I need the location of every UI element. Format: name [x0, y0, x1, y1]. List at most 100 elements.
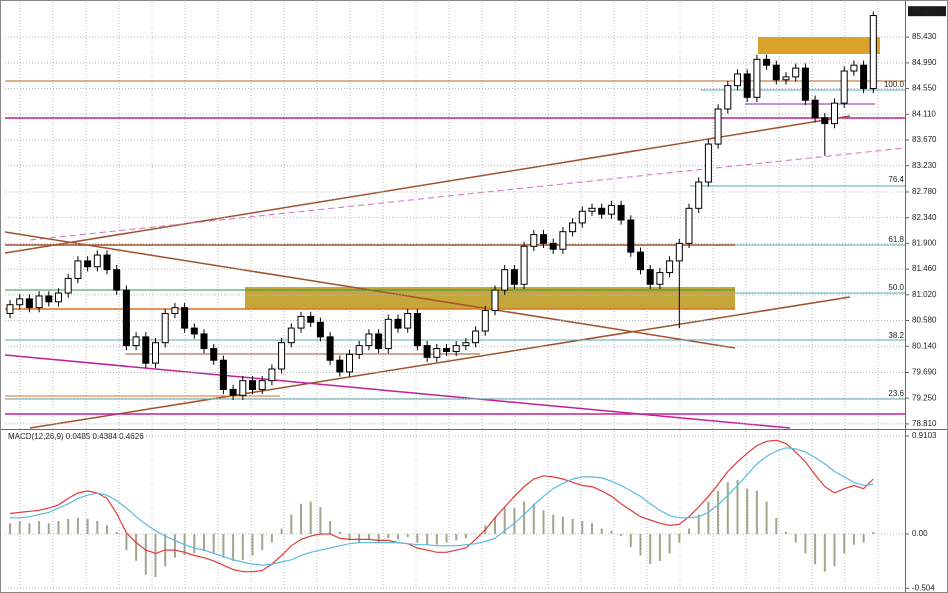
- candle-body: [384, 318, 392, 350]
- candle-body: [443, 348, 450, 352]
- trend-line: [29, 296, 851, 429]
- candle-body: [860, 64, 868, 90]
- y-tick-label: 85.430: [912, 32, 937, 41]
- candle-body: [35, 295, 43, 309]
- histogram-bar: [232, 533, 235, 561]
- histogram-bar: [474, 533, 477, 535]
- histogram-bar: [629, 533, 632, 547]
- histogram-bar: [348, 533, 351, 541]
- zone: [245, 287, 735, 309]
- candle-body: [181, 307, 189, 329]
- histogram-bar: [47, 523, 50, 534]
- histogram-bar: [212, 533, 215, 554]
- candle-body: [258, 380, 266, 390]
- candle-body: [821, 117, 829, 125]
- zone: [758, 37, 880, 54]
- histogram-bar: [426, 533, 429, 545]
- candle-body: [84, 260, 92, 268]
- histogram-bar: [435, 533, 438, 545]
- histogram-bar: [823, 533, 826, 572]
- candle-body: [598, 207, 606, 215]
- candle-body: [656, 272, 664, 285]
- histogram-bar: [270, 533, 273, 543]
- histogram-bar: [319, 507, 322, 534]
- y-tick-label: 83.230: [912, 161, 937, 170]
- trend-line: [4, 115, 851, 254]
- histogram-bar: [464, 533, 467, 539]
- candle-body: [811, 99, 819, 119]
- histogram-bar: [523, 501, 526, 534]
- candle-body: [239, 380, 247, 396]
- candle-body: [695, 181, 703, 209]
- histogram-bar: [387, 533, 390, 539]
- histogram-bar: [329, 521, 332, 534]
- current-price-label: 85.874: [913, 6, 938, 15]
- candle-body: [588, 207, 596, 212]
- histogram-bar: [775, 517, 778, 534]
- fib-label: 23.6: [888, 389, 904, 398]
- candle-body: [307, 315, 315, 323]
- y-tick-label: 81.460: [912, 264, 937, 273]
- histogram-bar: [154, 533, 157, 578]
- candle-body: [365, 333, 373, 347]
- candle-body: [772, 64, 780, 81]
- candle-body: [287, 327, 295, 344]
- indicator-title: MACD(12,26,9) 0.0485 0.4384 0.4626: [8, 432, 144, 441]
- histogram-bar: [251, 533, 254, 556]
- candle-body: [666, 260, 674, 274]
- candle-body: [161, 312, 169, 344]
- candle-body: [501, 269, 509, 291]
- histogram-bar: [115, 531, 118, 534]
- trend-line: [4, 354, 791, 429]
- candle-body: [540, 234, 547, 244]
- candle-body: [404, 312, 412, 329]
- candle-body: [510, 269, 518, 285]
- histogram-bar: [106, 525, 108, 534]
- fib-label: 50.0: [888, 283, 904, 292]
- histogram-bar: [688, 528, 690, 534]
- candle-body: [249, 380, 256, 390]
- histogram-bar: [76, 517, 79, 534]
- fib-label: 61.8: [888, 235, 904, 244]
- histogram-bar: [96, 521, 99, 534]
- histogram-bar: [862, 533, 865, 543]
- candle-body: [316, 321, 324, 338]
- histogram-bar: [406, 533, 409, 538]
- histogram-bar: [280, 528, 283, 534]
- histogram-bar: [736, 480, 739, 534]
- candle-body: [462, 342, 470, 347]
- fib-label: 38.2: [888, 331, 904, 340]
- histogram-bar: [620, 533, 623, 537]
- candle-body: [840, 70, 848, 104]
- candle-body: [491, 289, 499, 312]
- histogram-bar: [785, 531, 787, 534]
- candle-body: [210, 348, 218, 361]
- y-tick-label: 84.990: [912, 58, 937, 67]
- candle-body: [763, 58, 771, 66]
- histogram-bar: [503, 507, 506, 534]
- candle-body: [549, 242, 557, 250]
- histogram-bar: [678, 533, 681, 543]
- y-tick-label: 84.110: [912, 109, 936, 118]
- histogram-bar: [542, 510, 545, 534]
- histogram-bar: [135, 533, 138, 561]
- histogram-bar: [872, 531, 875, 534]
- candle-body: [278, 342, 286, 370]
- candle-body: [569, 222, 577, 233]
- candle-body: [132, 336, 140, 347]
- histogram-bar: [591, 523, 593, 534]
- y-tick-label: 82.340: [912, 213, 937, 222]
- candle-body: [850, 64, 858, 72]
- y-tick-label: 84.550: [912, 84, 937, 93]
- candle-body: [578, 210, 586, 224]
- candle-body: [704, 143, 712, 183]
- candle-body: [25, 298, 33, 309]
- candle-body: [142, 336, 150, 364]
- y-tick-label: 83.670: [912, 135, 937, 144]
- histogram-bar: [300, 503, 302, 534]
- candle-body: [336, 359, 344, 373]
- histogram-bar: [765, 501, 768, 534]
- histogram-bar: [532, 503, 535, 534]
- candle-body: [375, 333, 383, 350]
- histogram-bar: [377, 533, 380, 543]
